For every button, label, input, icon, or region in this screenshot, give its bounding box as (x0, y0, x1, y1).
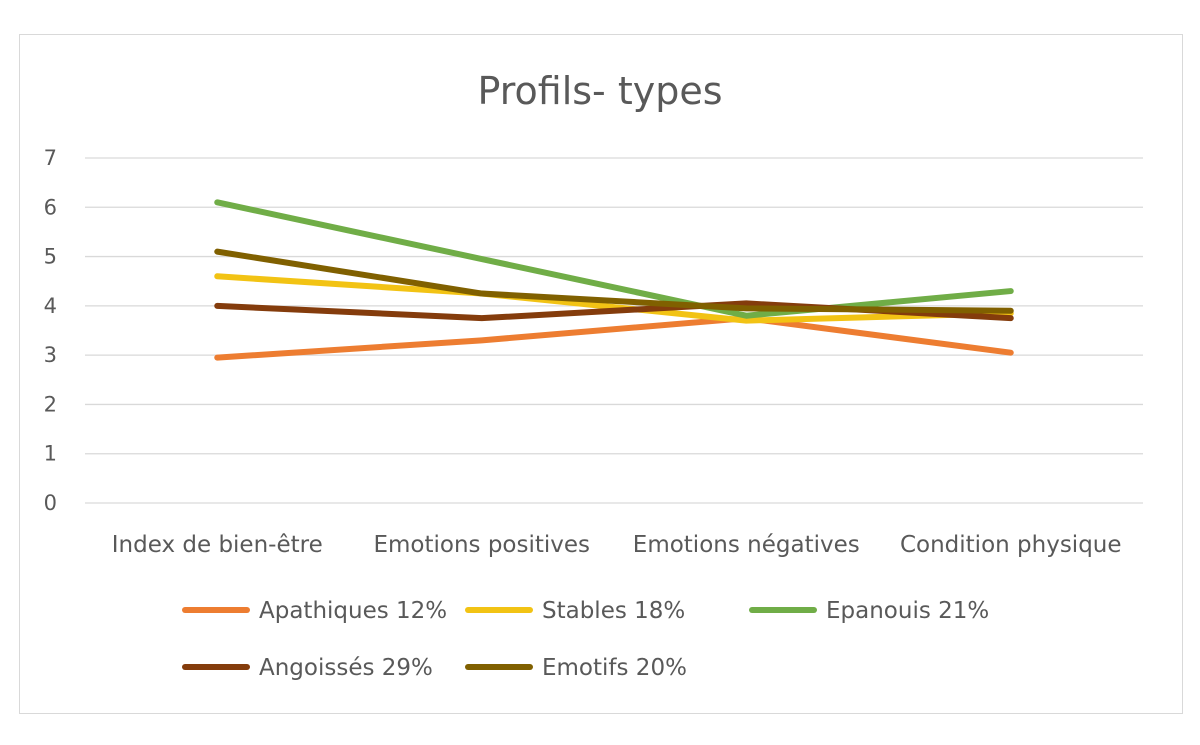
y-tick-label: 1 (44, 442, 57, 466)
legend-label: Epanouis 21% (826, 598, 989, 624)
series-lines (214, 199, 1014, 361)
x-tick-label: Condition physique (900, 532, 1122, 558)
legend-label: Emotifs 20% (542, 655, 687, 681)
legend-item[interactable]: Emotifs 20% (465, 655, 687, 681)
x-tick-label: Emotions négatives (633, 532, 860, 558)
y-tick-label: 7 (44, 146, 57, 170)
chart-title: Profils- types (477, 69, 722, 113)
y-tick-label: 4 (44, 294, 57, 318)
y-tick-label: 6 (44, 195, 57, 219)
legend-item[interactable]: Epanouis 21% (749, 598, 989, 624)
series-line (214, 273, 1014, 324)
y-tick-label: 5 (44, 245, 57, 269)
legend-label: Apathiques 12% (259, 598, 447, 624)
x-axis-ticks: Index de bien-être Emotions positives Emot… (112, 532, 1122, 558)
series-line (214, 315, 1014, 361)
series-line (214, 248, 1014, 314)
legend-label: Stables 18% (542, 598, 685, 624)
y-axis-ticks: 0 1 2 3 4 5 6 7 (44, 146, 57, 515)
series-line (214, 199, 1014, 319)
x-tick-label: Index de bien-être (112, 532, 323, 558)
chart-area (19, 34, 1183, 714)
y-tick-label: 0 (44, 491, 57, 515)
y-tick-label: 3 (44, 343, 57, 367)
legend-item[interactable]: Stables 18% (465, 598, 685, 624)
legend-item[interactable]: Angoissés 29% (182, 655, 433, 681)
y-tick-label: 2 (44, 392, 57, 416)
legend[interactable]: Apathiques 12% Stables 18% Epanouis 21% Ang… (182, 598, 989, 681)
legend-item[interactable]: Apathiques 12% (182, 598, 447, 624)
x-tick-label: Emotions positives (373, 532, 590, 558)
legend-label: Angoissés 29% (259, 655, 433, 681)
